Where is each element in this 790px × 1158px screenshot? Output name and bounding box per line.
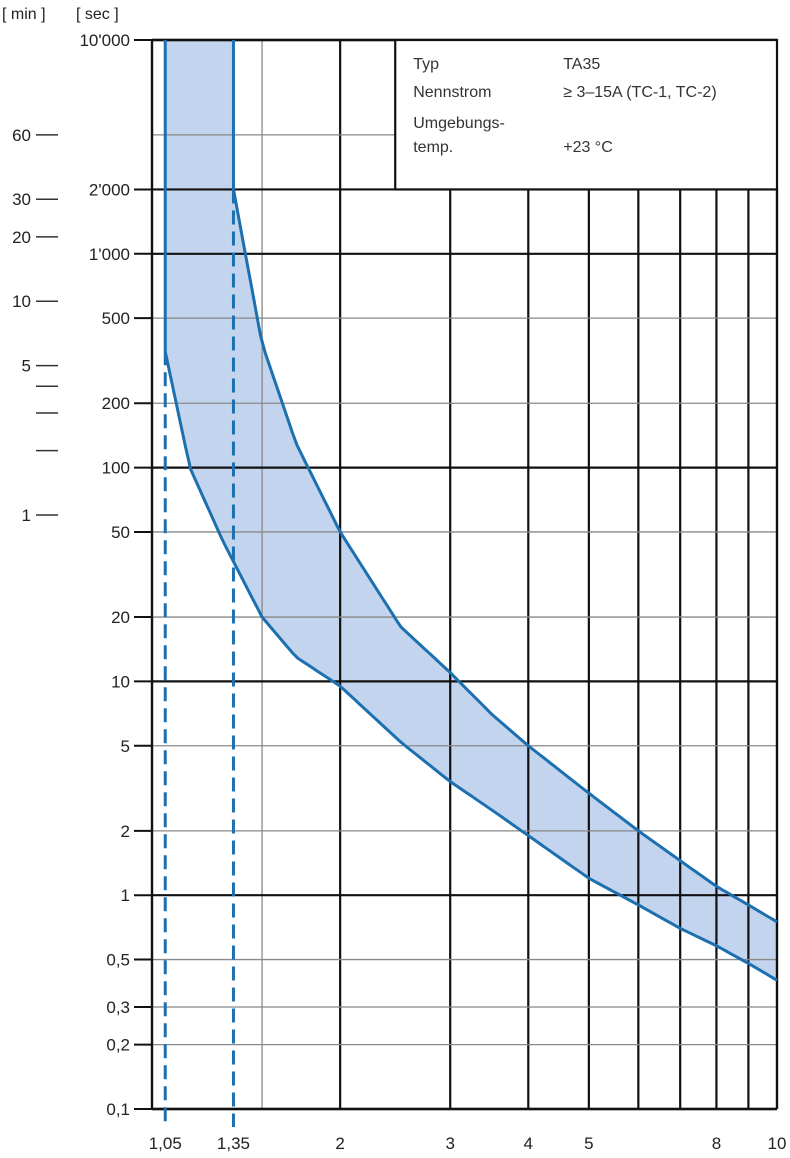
info-value-temp: +23 °C xyxy=(563,139,613,156)
y-tick-label-sec: 200 xyxy=(102,394,130,413)
y-tick-label-sec: 500 xyxy=(102,309,130,328)
y-tick-label-sec: 0,1 xyxy=(106,1100,130,1119)
x-tick-label: 10 xyxy=(768,1134,787,1153)
y-tick-label-sec: 2'000 xyxy=(89,180,130,199)
x-tick-label: 3 xyxy=(445,1134,454,1153)
x-tick-labels: 1,05 1,35 2 3 4 5 8 10 xyxy=(149,1134,787,1153)
grid xyxy=(150,38,779,1111)
info-label-nennstrom: Nennstrom xyxy=(413,84,491,101)
info-value-typ: TA35 xyxy=(563,56,600,73)
y-tick-label-sec: 5 xyxy=(121,737,130,756)
y-tick-label-sec: 2 xyxy=(121,822,130,841)
y-tick-labels-sec: 10'000 2'000 1'000 500 200 100 50 20 10 5 2 1 0,5 0,3… xyxy=(79,31,152,1119)
y-unit-min: [ min ] xyxy=(2,6,46,23)
reference-lines xyxy=(163,40,235,1127)
curves xyxy=(163,189,778,982)
y-tick-label-sec: 10 xyxy=(111,672,130,691)
y-tick-label-sec: 1'000 xyxy=(89,245,130,264)
x-tick-label: 5 xyxy=(584,1134,593,1153)
y-tick-label-min: 1 xyxy=(22,506,31,525)
lower-bound-curve xyxy=(163,350,778,982)
y-tick-label-sec: 10'000 xyxy=(79,31,130,50)
y-tick-label-min: 30 xyxy=(12,190,31,209)
x-tick-label: 8 xyxy=(712,1134,721,1153)
info-box: Typ TA35 Nennstrom ≥ 3–15A (TC-1, TC-2) … xyxy=(394,38,779,191)
y-tick-label-sec: 100 xyxy=(102,459,130,478)
y-tick-labels-min: 60 30 20 10 5 1 xyxy=(12,126,58,525)
x-tick-label: 2 xyxy=(335,1134,344,1153)
info-box-frame xyxy=(394,38,779,191)
y-tick-label-sec: 50 xyxy=(111,523,130,542)
info-value-nennstrom: ≥ 3–15A (TC-1, TC-2) xyxy=(563,84,716,101)
upper-bound-curve xyxy=(232,189,778,924)
y-tick-label-min: 60 xyxy=(12,126,31,145)
info-label-temp: temp. xyxy=(413,139,453,156)
x-tick-label: 4 xyxy=(524,1134,533,1153)
y-tick-label-sec: 0,5 xyxy=(106,951,130,970)
x-tick-label: 1,05 xyxy=(149,1134,182,1153)
y-tick-label-sec: 1 xyxy=(121,886,130,905)
info-label-umgebungs: Umgebungs- xyxy=(413,115,505,132)
y-tick-label-sec: 20 xyxy=(111,608,130,627)
x-tick-label: 1,35 xyxy=(217,1134,250,1153)
info-label-typ: Typ xyxy=(413,56,439,73)
y-tick-label-min: 5 xyxy=(22,357,31,376)
y-unit-sec: [ sec ] xyxy=(76,6,119,23)
y-tick-label-sec: 0,3 xyxy=(106,998,130,1017)
y-tick-label-sec: 0,2 xyxy=(106,1036,130,1055)
y-tick-label-min: 10 xyxy=(12,292,31,311)
y-tick-label-min: 20 xyxy=(12,228,31,247)
